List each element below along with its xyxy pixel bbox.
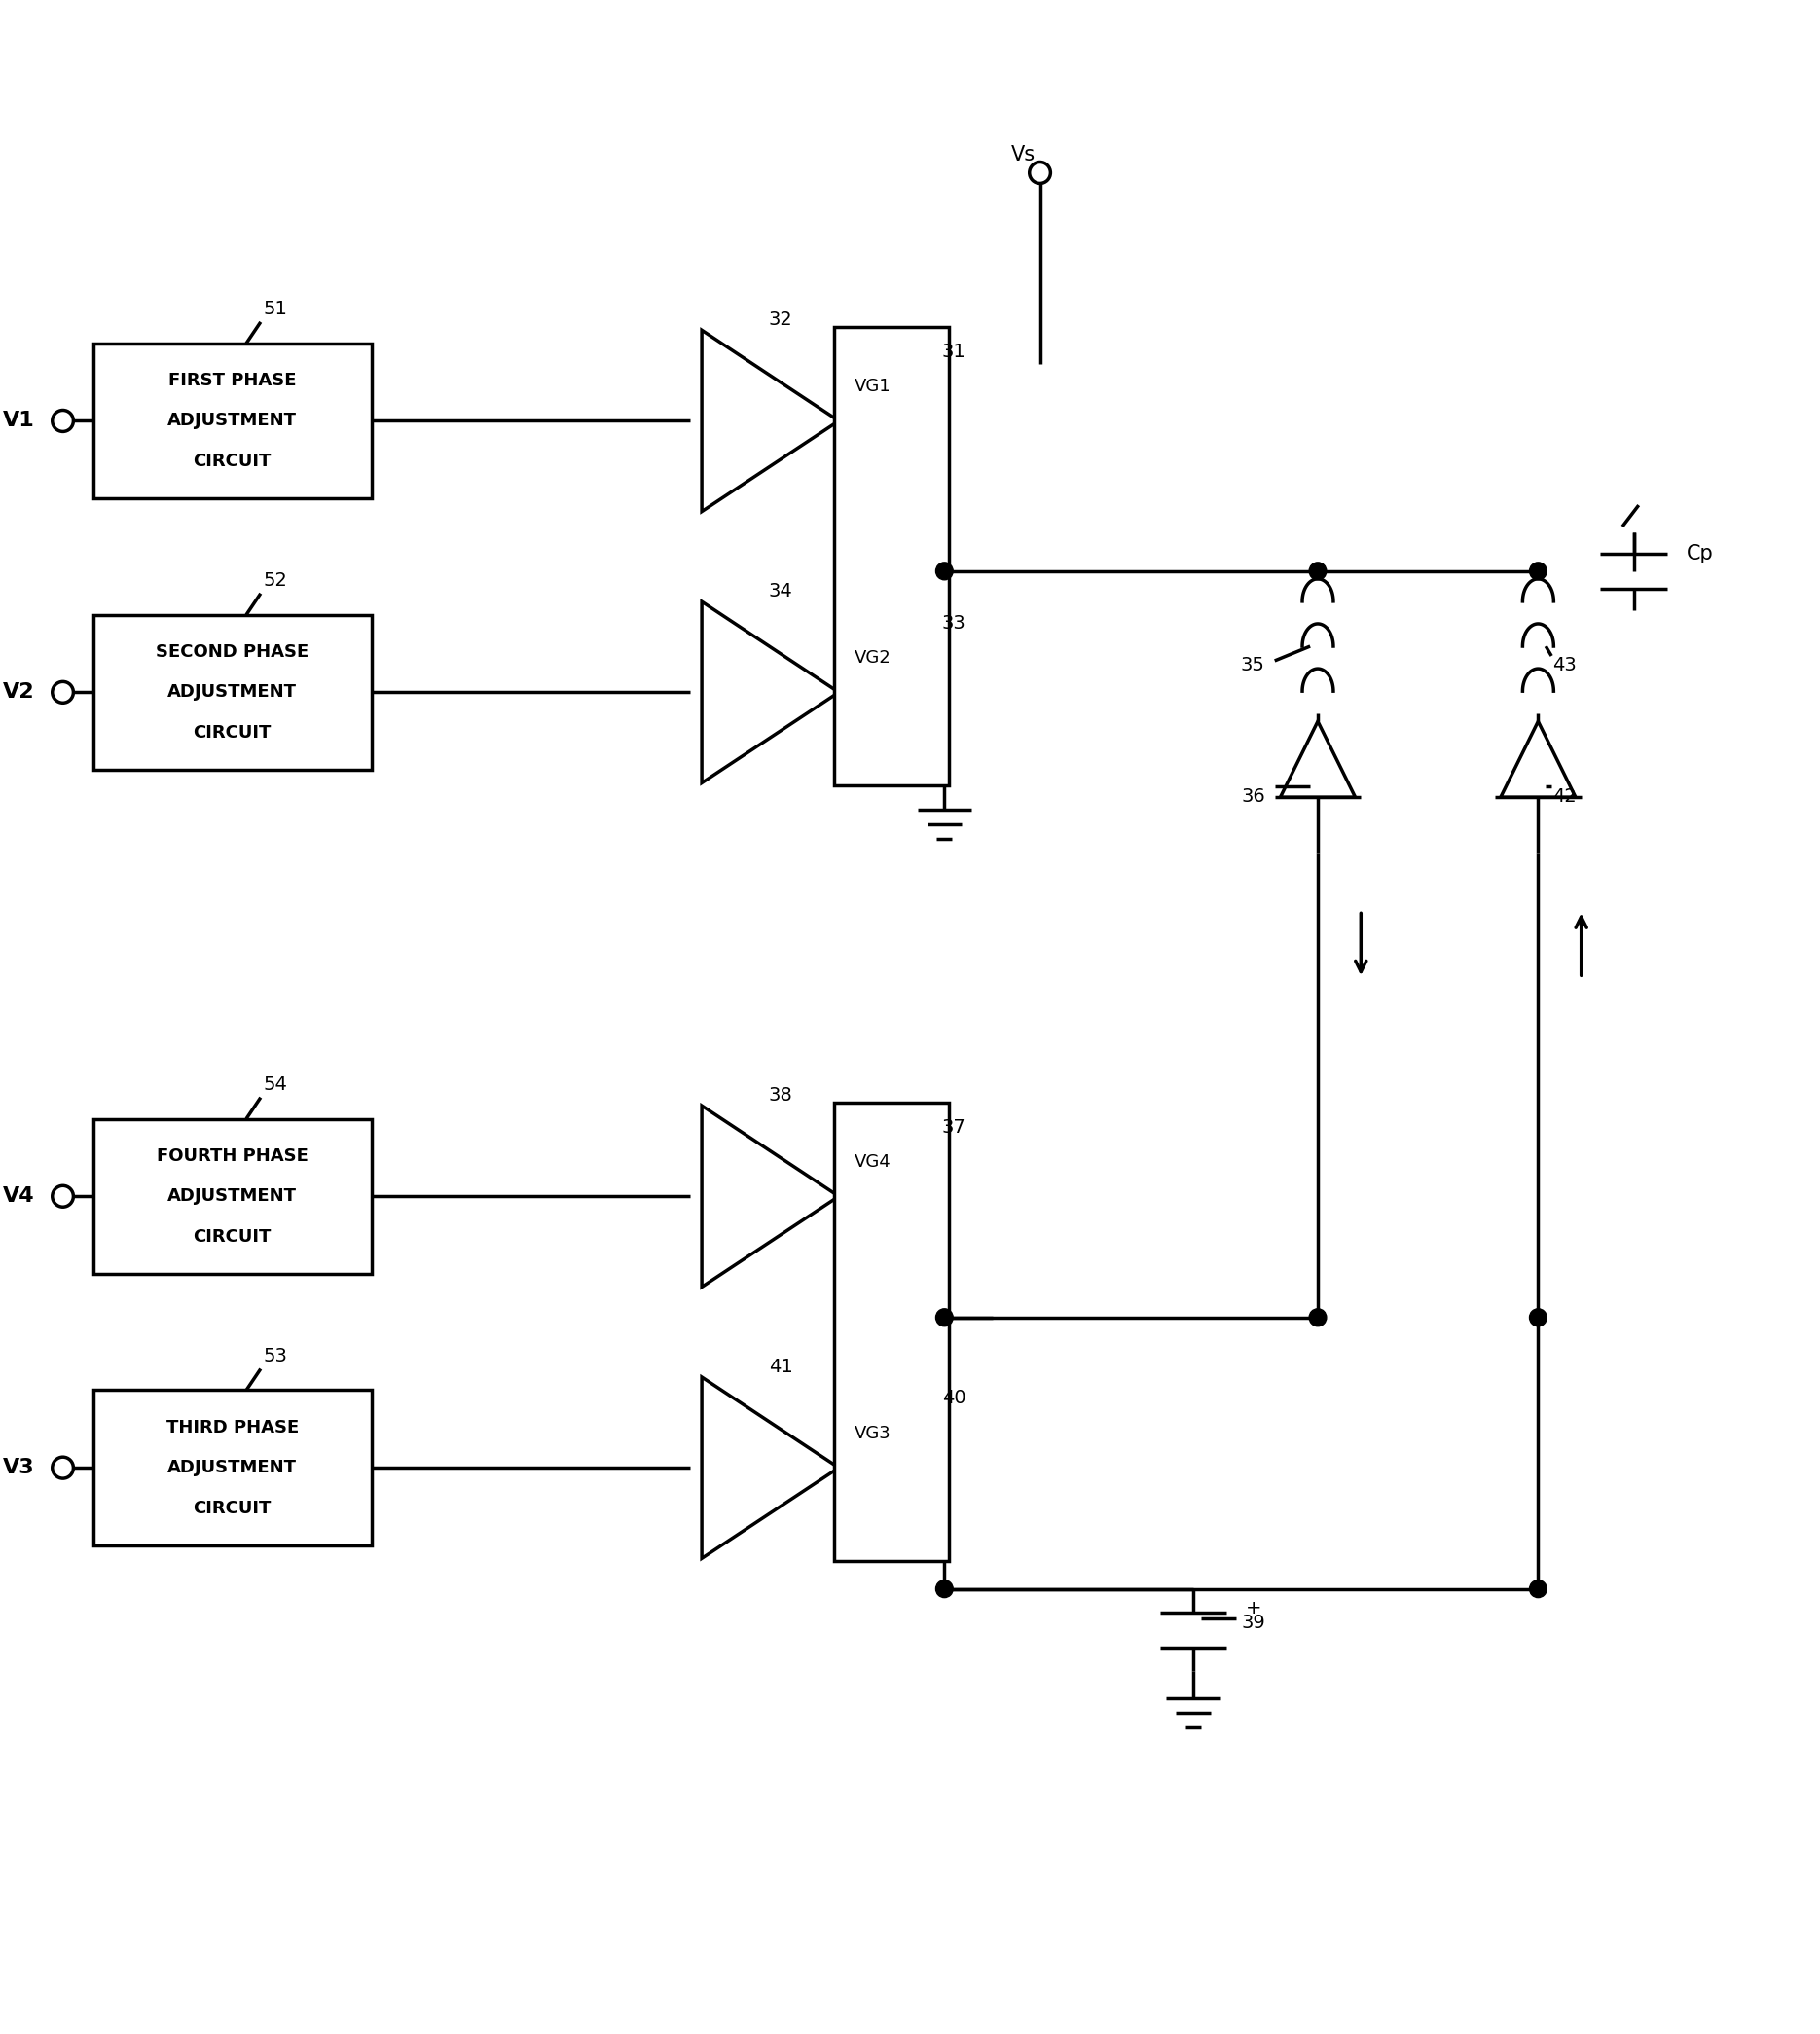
Bar bbox=[834, 327, 950, 785]
Text: 31: 31 bbox=[943, 342, 966, 360]
Text: THIRD PHASE: THIRD PHASE bbox=[166, 1418, 298, 1436]
Text: ADJUSTMENT: ADJUSTMENT bbox=[167, 1458, 297, 1477]
Text: V3: V3 bbox=[4, 1458, 35, 1477]
Text: 53: 53 bbox=[262, 1347, 288, 1365]
Text: V1: V1 bbox=[4, 411, 35, 431]
Circle shape bbox=[1529, 1308, 1547, 1326]
Text: VG3: VG3 bbox=[854, 1424, 890, 1442]
Text: +: + bbox=[1247, 1599, 1261, 1617]
Text: CIRCUIT: CIRCUIT bbox=[193, 1229, 271, 1245]
Circle shape bbox=[935, 561, 954, 580]
Circle shape bbox=[1529, 561, 1547, 580]
Text: CIRCUIT: CIRCUIT bbox=[193, 1499, 271, 1517]
Text: V2: V2 bbox=[4, 683, 35, 702]
Bar bbox=[93, 1119, 371, 1273]
Text: 51: 51 bbox=[262, 301, 288, 319]
Text: VG4: VG4 bbox=[854, 1153, 890, 1170]
Text: 39: 39 bbox=[1241, 1613, 1265, 1631]
Text: 35: 35 bbox=[1241, 657, 1265, 675]
Text: FOURTH PHASE: FOURTH PHASE bbox=[157, 1147, 308, 1165]
Text: 52: 52 bbox=[262, 572, 288, 590]
Text: 42: 42 bbox=[1552, 787, 1576, 805]
Text: 32: 32 bbox=[768, 311, 794, 330]
Text: VG1: VG1 bbox=[854, 378, 890, 395]
Text: ADJUSTMENT: ADJUSTMENT bbox=[167, 413, 297, 429]
Text: SECOND PHASE: SECOND PHASE bbox=[157, 643, 309, 661]
Text: 36: 36 bbox=[1241, 787, 1265, 805]
Circle shape bbox=[1309, 561, 1327, 580]
Text: VG2: VG2 bbox=[854, 649, 890, 667]
Bar bbox=[834, 1102, 950, 1562]
Text: 43: 43 bbox=[1552, 657, 1576, 675]
Circle shape bbox=[1309, 1308, 1327, 1326]
Text: ADJUSTMENT: ADJUSTMENT bbox=[167, 1188, 297, 1204]
Bar bbox=[93, 1389, 371, 1546]
Circle shape bbox=[935, 1580, 954, 1597]
Bar bbox=[93, 614, 371, 769]
Text: 33: 33 bbox=[943, 614, 966, 633]
Circle shape bbox=[935, 1308, 954, 1326]
Text: Cp: Cp bbox=[1687, 543, 1714, 563]
Text: 54: 54 bbox=[262, 1076, 288, 1094]
Text: 37: 37 bbox=[943, 1119, 966, 1137]
Text: ADJUSTMENT: ADJUSTMENT bbox=[167, 683, 297, 702]
Text: 34: 34 bbox=[768, 582, 794, 600]
Text: V4: V4 bbox=[4, 1186, 35, 1206]
Text: CIRCUIT: CIRCUIT bbox=[193, 452, 271, 470]
Text: 41: 41 bbox=[768, 1357, 794, 1375]
Circle shape bbox=[1529, 1580, 1547, 1597]
Text: 40: 40 bbox=[943, 1389, 966, 1408]
Bar bbox=[93, 344, 371, 498]
Text: Vs: Vs bbox=[1010, 144, 1036, 165]
Text: CIRCUIT: CIRCUIT bbox=[193, 724, 271, 740]
Text: FIRST PHASE: FIRST PHASE bbox=[169, 372, 297, 388]
Text: 38: 38 bbox=[768, 1086, 794, 1104]
